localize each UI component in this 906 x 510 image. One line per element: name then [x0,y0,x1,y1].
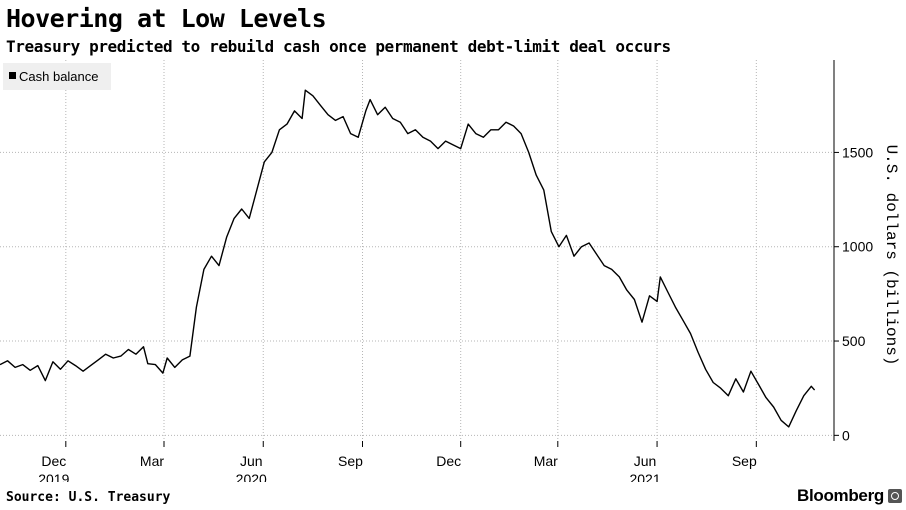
y-tick-label: 0 [842,427,850,443]
vertical-gridlines [65,60,757,441]
horizontal-gridlines [0,151,834,436]
line-chart: 0 500 1000 1500 Dec 2019 Mar Jun 2020 Sep Dec Mar J… [0,60,900,482]
series-line-cash-balance [0,89,816,428]
legend-box [3,63,111,90]
x-tick-label: Dec [41,453,66,469]
y-tick-label: 1000 [842,239,873,255]
x-tick-label: Dec [436,453,461,469]
x-year-label: 2021 [629,471,660,482]
x-tick-label: Mar [534,453,558,469]
legend: Cash balance [3,63,111,90]
x-tick-label: Sep [338,453,363,469]
y-axis-title: U.S. dollars (billions) [882,145,900,366]
brand-logo: Bloomberg [796,486,884,505]
y-axis: 0 500 1000 1500 [833,60,873,443]
y-tick-label: 1500 [842,144,873,160]
series-layer [0,89,816,428]
legend-label: Cash balance [19,69,99,84]
source-note: Source: U.S. Treasury [6,490,171,505]
y-tick-label: 500 [842,333,866,349]
x-tick-label: Mar [140,453,164,469]
x-year-label: 2020 [236,471,267,482]
x-tick-label: Jun [634,453,657,469]
legend-swatch [9,72,16,79]
chart-title: Hovering at Low Levels [6,4,327,33]
x-year-label: 2019 [38,471,69,482]
x-tick-label: Jun [240,453,263,469]
chart-subtitle: Treasury predicted to rebuild cash once … [6,37,671,56]
x-axis: Dec 2019 Mar Jun 2020 Sep Dec Mar Jun 2021 Sep [38,441,757,482]
y-axis-label: U.S. dollars (billions) [882,145,900,366]
brand-icon [888,489,902,503]
x-tick-label: Sep [732,453,757,469]
